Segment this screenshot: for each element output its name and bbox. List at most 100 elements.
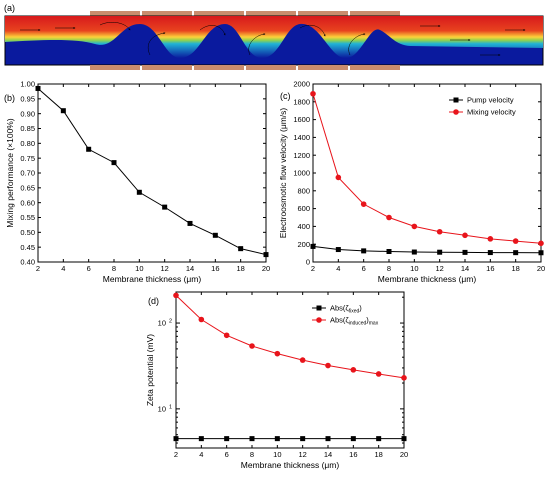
data-point-0-8 <box>238 246 244 252</box>
x-tick-label: 16 <box>211 264 219 273</box>
x-tick-label: 2 <box>174 450 178 459</box>
y-tick-label: 0.45 <box>20 243 35 252</box>
y-tick-label: 1800 <box>293 97 310 106</box>
x-tick-label: 8 <box>387 264 391 273</box>
panel-c-label: (c) <box>280 91 291 101</box>
electrode-bottom-3 <box>194 65 244 70</box>
data-point-0-1 <box>198 436 204 442</box>
concentration-upper-region <box>5 16 543 59</box>
data-point-0-5 <box>437 249 443 255</box>
x-tick-label: 10 <box>410 264 418 273</box>
electrode-bottom-4 <box>246 65 296 70</box>
y-tick-label: 0.70 <box>20 169 35 178</box>
y-tick-label: 1200 <box>293 151 310 160</box>
x-tick-label: 12 <box>435 264 443 273</box>
x-tick-label: 2 <box>311 264 315 273</box>
x-tick-label: 18 <box>511 264 519 273</box>
x-tick-label: 4 <box>336 264 340 273</box>
plot-frame <box>37 83 267 263</box>
data-point-1-0 <box>173 292 179 299</box>
series-line-1 <box>175 295 405 379</box>
legend-label-0: Abs(ζfixed) <box>330 304 362 315</box>
data-point-1-5 <box>436 228 443 235</box>
y-axis-label: Zeta potential (mV) <box>145 334 155 406</box>
x-tick-label: 6 <box>362 264 366 273</box>
x-tick-label: 16 <box>486 264 494 273</box>
y-tick-label: 200 <box>297 240 310 249</box>
data-point-0-9 <box>401 436 407 442</box>
data-point-0-3 <box>386 248 392 254</box>
data-point-0-2 <box>361 248 367 254</box>
y-tick-label: 0.65 <box>20 183 35 192</box>
bottom-electrodes <box>90 65 400 70</box>
data-point-0-0 <box>310 243 316 249</box>
y-axis-label: Mixing performance (×100%) <box>5 118 15 228</box>
panel-d-label: (d) <box>148 296 159 306</box>
y-axis-label: Electroosmotic flow velocity (μm/s) <box>278 108 288 239</box>
y-tick-label: 10 <box>158 319 166 328</box>
y-tick-label: 0.50 <box>20 228 35 237</box>
x-tick-label: 16 <box>349 450 357 459</box>
legend-marker-1 <box>316 317 322 323</box>
data-point-1-6 <box>462 232 468 239</box>
x-axis-label: Membrane thickness (μm) <box>378 274 477 284</box>
data-point-0-6 <box>325 436 331 442</box>
data-point-0-4 <box>274 436 280 442</box>
data-point-1-4 <box>411 223 418 230</box>
x-tick-label: 20 <box>537 264 545 273</box>
data-point-1-9 <box>538 240 544 247</box>
x-tick-label: 4 <box>61 264 65 273</box>
y-tick-label: 0.90 <box>20 109 35 118</box>
data-point-1-8 <box>512 238 519 244</box>
panel-b-label: (b) <box>4 93 15 103</box>
y-tick-label: 10 <box>158 404 166 413</box>
plot-frame <box>175 291 405 449</box>
x-tick-label: 18 <box>374 450 382 459</box>
y-tick-label: 0.80 <box>20 139 35 148</box>
data-point-1-0 <box>310 90 316 97</box>
panel-a-flow-field: (a) <box>4 3 544 70</box>
data-point-0-4 <box>136 189 142 195</box>
data-point-0-7 <box>350 436 356 442</box>
panel-a-label: (a) <box>4 3 15 13</box>
data-point-0-3 <box>111 160 117 166</box>
x-tick-label: 8 <box>250 450 254 459</box>
electrode-top-3 <box>194 11 244 16</box>
x-tick-label: 12 <box>298 450 306 459</box>
x-tick-label: 18 <box>236 264 244 273</box>
data-point-1-8 <box>375 371 382 377</box>
data-point-0-1 <box>60 108 66 114</box>
y-tick-label: 0.55 <box>20 213 35 222</box>
y-tick-label: 0 <box>306 258 310 267</box>
y-tick-label: 1400 <box>293 133 310 142</box>
chart-c: 2 4 6 8 10 12 14 16 18 20020040060080010001200140… <box>278 80 545 284</box>
x-tick-label: 10 <box>135 264 143 273</box>
series-line-0 <box>312 245 542 254</box>
data-point-0-5 <box>300 436 306 442</box>
data-point-0-6 <box>187 220 193 226</box>
data-point-0-4 <box>411 249 417 255</box>
y-tick-label: 0.95 <box>20 94 35 103</box>
y-tick-label: 800 <box>297 186 310 195</box>
top-electrodes <box>90 11 400 16</box>
x-tick-label: 14 <box>461 264 469 273</box>
data-point-0-2 <box>86 146 92 152</box>
electrode-bottom-6 <box>350 65 400 70</box>
x-axis-label: Membrane thickness (μm) <box>241 460 340 470</box>
y-tick-label: 0.75 <box>20 154 35 163</box>
y-tick-label: 0.60 <box>20 198 35 207</box>
legend-label-1: Mixing velocity <box>467 108 516 117</box>
y-tick-label: 2000 <box>293 80 310 89</box>
electrode-top-6 <box>350 11 400 16</box>
chart-b: 2 4 6 8 10 12 14 16 18 20 0.40 0.45 0.50 0.55 0.60 0.65… <box>5 80 270 284</box>
x-tick-label: 2 <box>36 264 40 273</box>
data-point-1-2 <box>223 332 230 339</box>
data-point-0-7 <box>212 232 218 238</box>
data-point-1-6 <box>325 362 331 369</box>
data-point-0-8 <box>513 250 519 256</box>
y-tick-label: 1600 <box>293 115 310 124</box>
x-tick-label: 20 <box>262 264 270 273</box>
velocity-arrows <box>20 22 526 56</box>
data-point-0-0 <box>173 436 179 442</box>
y-tick-label: 1000 <box>293 169 310 178</box>
